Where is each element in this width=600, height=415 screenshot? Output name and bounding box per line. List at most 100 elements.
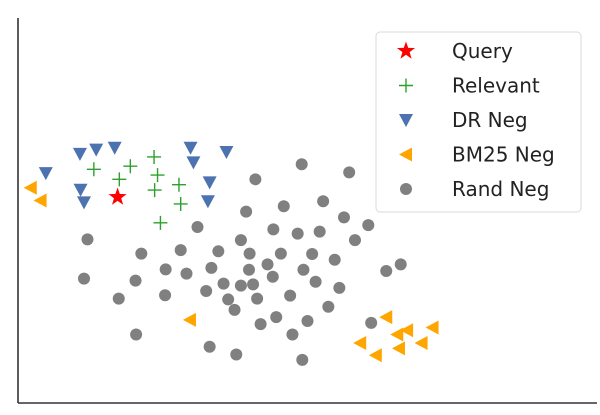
point-bm25-neg	[182, 312, 196, 327]
legend-item-dr-neg: DR Neg	[399, 108, 528, 132]
point-dr-neg	[38, 167, 53, 181]
legend-label-relevant: Relevant	[452, 74, 540, 98]
point-rand-neg	[261, 258, 274, 271]
point-dr-neg	[73, 183, 88, 197]
point-rand-neg	[295, 158, 308, 171]
legend-label-rand-neg: Rand Neg	[452, 177, 549, 201]
point-rand-neg	[191, 221, 204, 234]
point-rand-neg	[394, 258, 407, 271]
point-rand-neg	[309, 275, 322, 288]
point-relevant	[171, 177, 186, 192]
point-rand-neg	[212, 245, 225, 258]
point-rand-neg	[180, 267, 193, 280]
point-relevant	[147, 183, 162, 198]
point-rand-neg	[277, 200, 290, 213]
point-rand-neg	[343, 166, 356, 179]
point-rand-neg	[234, 279, 247, 292]
point-rand-neg	[348, 234, 361, 247]
point-rand-neg	[267, 223, 280, 236]
point-rand-neg	[200, 284, 213, 297]
point-rand-neg	[274, 247, 287, 260]
point-relevant	[150, 168, 165, 183]
point-dr-neg	[183, 141, 198, 155]
series-query	[108, 187, 127, 205]
point-rand-neg	[296, 353, 309, 366]
point-rand-neg	[328, 253, 341, 266]
point-rand-neg	[159, 263, 172, 276]
point-rand-neg	[130, 328, 143, 341]
point-rand-neg	[362, 219, 375, 232]
point-dr-neg	[200, 195, 215, 209]
point-rand-neg	[205, 261, 218, 274]
point-rand-neg	[217, 277, 230, 290]
legend-marker-bm25-neg	[399, 147, 412, 162]
point-rand-neg	[174, 244, 187, 257]
legend-item-query: Query	[396, 39, 513, 63]
point-rand-neg	[301, 314, 314, 327]
point-rand-neg	[317, 195, 330, 208]
point-rand-neg	[297, 263, 310, 276]
legend-marker-query	[396, 41, 416, 59]
legend: Query Relevant DR Neg BM25 Neg Rand Neg	[375, 31, 582, 213]
point-dr-neg	[89, 143, 104, 157]
point-bm25-neg	[390, 327, 404, 342]
legend-marker-dr-neg	[399, 114, 413, 127]
point-dr-neg	[186, 156, 201, 170]
series-rand-neg	[78, 158, 407, 366]
point-rand-neg	[228, 303, 241, 316]
point-relevant	[147, 149, 162, 164]
point-rand-neg	[286, 328, 299, 341]
point-bm25-neg	[368, 348, 382, 363]
point-rand-neg	[333, 281, 346, 294]
point-dr-neg	[72, 147, 87, 161]
point-bm25-neg	[400, 323, 414, 338]
point-rand-neg	[230, 348, 243, 361]
legend-frame	[375, 31, 582, 213]
point-rand-neg	[203, 340, 216, 353]
point-dr-neg	[107, 141, 122, 155]
point-relevant	[173, 196, 188, 211]
point-rand-neg	[266, 270, 279, 283]
point-rand-neg	[365, 316, 378, 329]
point-relevant	[123, 159, 138, 174]
point-rand-neg	[112, 292, 125, 305]
legend-item-bm25-neg: BM25 Neg	[399, 143, 555, 167]
legend-label-bm25-neg: BM25 Neg	[452, 143, 555, 167]
point-rand-neg	[234, 234, 247, 247]
point-rand-neg	[247, 278, 260, 291]
series-bm25-neg	[23, 180, 439, 363]
point-relevant	[86, 162, 101, 177]
point-rand-neg	[251, 292, 264, 305]
point-rand-neg	[313, 225, 326, 238]
point-bm25-neg	[23, 180, 37, 195]
point-rand-neg	[78, 272, 91, 285]
point-bm25-neg	[33, 193, 47, 208]
series-dr-neg	[38, 141, 234, 210]
point-relevant	[153, 215, 168, 230]
legend-item-rand-neg: Rand Neg	[400, 177, 549, 201]
point-rand-neg	[81, 233, 94, 246]
point-rand-neg	[270, 311, 283, 324]
legend-label-dr-neg: DR Neg	[452, 108, 528, 132]
point-rand-neg	[240, 205, 253, 218]
point-dr-neg	[202, 176, 217, 190]
point-rand-neg	[322, 300, 335, 313]
point-bm25-neg	[391, 341, 405, 356]
point-rand-neg	[159, 289, 172, 302]
point-rand-neg	[249, 173, 262, 186]
point-rand-neg	[135, 247, 148, 260]
point-dr-neg	[219, 145, 234, 159]
point-rand-neg	[380, 264, 393, 277]
point-dr-neg	[77, 196, 92, 210]
point-rand-neg	[129, 274, 142, 287]
point-rand-neg	[254, 318, 267, 331]
point-bm25-neg	[353, 335, 367, 350]
series-relevant	[86, 149, 188, 230]
legend-item-relevant: Relevant	[399, 74, 540, 98]
point-rand-neg	[222, 293, 235, 306]
legend-marker-relevant	[399, 78, 413, 93]
point-rand-neg	[337, 211, 350, 224]
point-rand-neg	[243, 247, 256, 260]
plot-area	[23, 141, 439, 366]
